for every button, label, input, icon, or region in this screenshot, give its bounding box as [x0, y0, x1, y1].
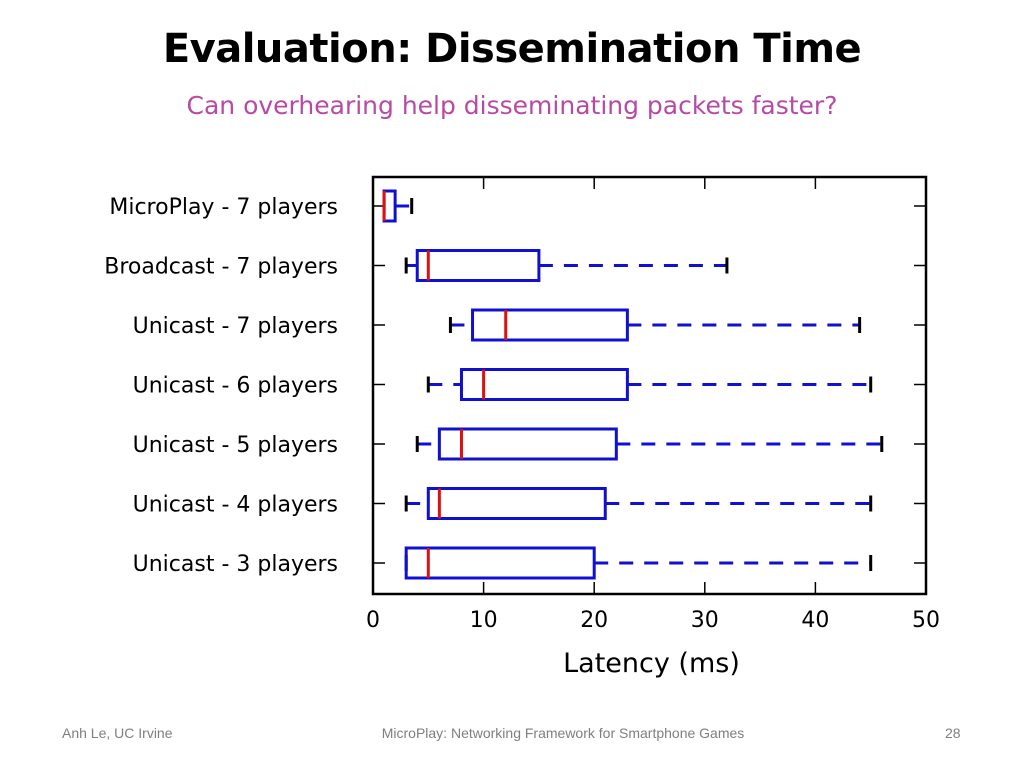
plot-frame: [371, 175, 928, 596]
box: [426, 487, 607, 520]
box: [459, 368, 629, 401]
category-label: Unicast - 3 players: [133, 552, 338, 577]
slide-subtitle: Can overhearing help disseminating packe…: [186, 91, 838, 120]
slide-title: Evaluation: Dissemination Time: [162, 26, 862, 72]
box: [471, 308, 629, 342]
box: [437, 427, 618, 461]
category-label: Unicast - 4 players: [133, 493, 338, 518]
box: [404, 546, 596, 580]
category-label: Unicast - 7 players: [133, 314, 338, 339]
x-tick-label: 20: [580, 608, 608, 633]
category-label: Unicast - 6 players: [133, 374, 338, 399]
footer-presentation-title: MicroPlay: Networking Framework for Smar…: [381, 725, 745, 741]
x-tick-label: 10: [470, 608, 498, 633]
x-tick-label: 30: [691, 608, 719, 633]
x-axis-label: Latency (ms): [563, 648, 740, 679]
box: [382, 189, 397, 223]
x-tick-label: 40: [801, 608, 829, 633]
category-label: MicroPlay - 7 players: [109, 195, 338, 220]
category-label: Unicast - 5 players: [133, 433, 338, 458]
x-tick-label: 0: [366, 608, 380, 633]
category-label: Broadcast - 7 players: [104, 255, 338, 280]
box: [415, 249, 541, 282]
footer-author: Anh Le, UC Irvine: [62, 725, 173, 741]
footer-page-number: 28: [945, 725, 961, 741]
latency-boxplot-chart: 0 10 20 30 40 50 Latency (ms) MicroPlay - 7 pla…: [104, 175, 940, 679]
x-tick-label: 50: [912, 608, 940, 633]
